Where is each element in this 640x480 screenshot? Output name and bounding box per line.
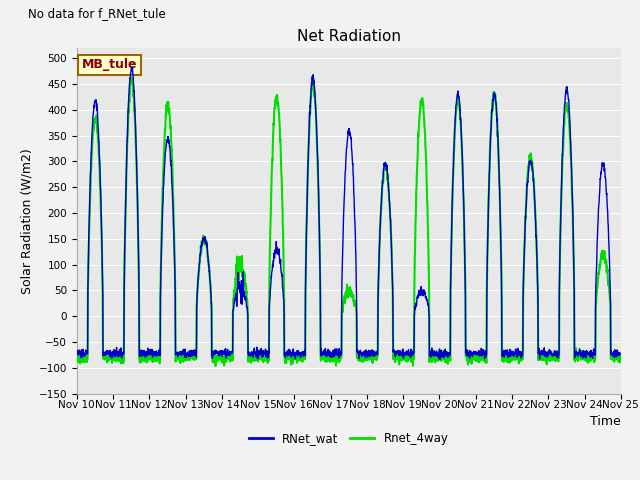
Rnet_4way — [365, 355, 372, 361]
RNet_wat — [365, 352, 372, 358]
Text: MB_tule: MB_tule — [82, 59, 138, 72]
Rnet_4way — [73, 356, 81, 361]
Legend: RNet_wat, Rnet_4way: RNet_wat, Rnet_4way — [244, 428, 453, 450]
Rnet_4way — [584, 356, 592, 361]
Rnet_4way — [127, 75, 135, 81]
Rnet_4way — [569, 226, 577, 231]
Line: Rnet_4way: Rnet_4way — [77, 78, 621, 366]
RNet_wat — [376, 224, 384, 229]
Text: No data for f_RNet_tule: No data for f_RNet_tule — [28, 7, 166, 20]
RNet_wat — [584, 351, 592, 357]
Y-axis label: Solar Radiation (W/m2): Solar Radiation (W/m2) — [20, 148, 33, 294]
Title: Net Radiation: Net Radiation — [297, 29, 401, 44]
RNet_wat — [507, 349, 515, 355]
RNet_wat — [225, 350, 232, 356]
Rnet_4way — [212, 363, 220, 369]
Rnet_4way — [617, 352, 625, 358]
RNet_wat — [569, 212, 577, 218]
RNet_wat — [129, 64, 136, 70]
RNet_wat — [617, 351, 625, 357]
RNet_wat — [436, 357, 444, 362]
Line: RNet_wat: RNet_wat — [77, 67, 621, 360]
Rnet_4way — [225, 352, 233, 358]
RNet_wat — [73, 347, 81, 353]
Rnet_4way — [377, 218, 385, 224]
X-axis label: Time: Time — [590, 415, 621, 429]
Rnet_4way — [507, 357, 515, 363]
